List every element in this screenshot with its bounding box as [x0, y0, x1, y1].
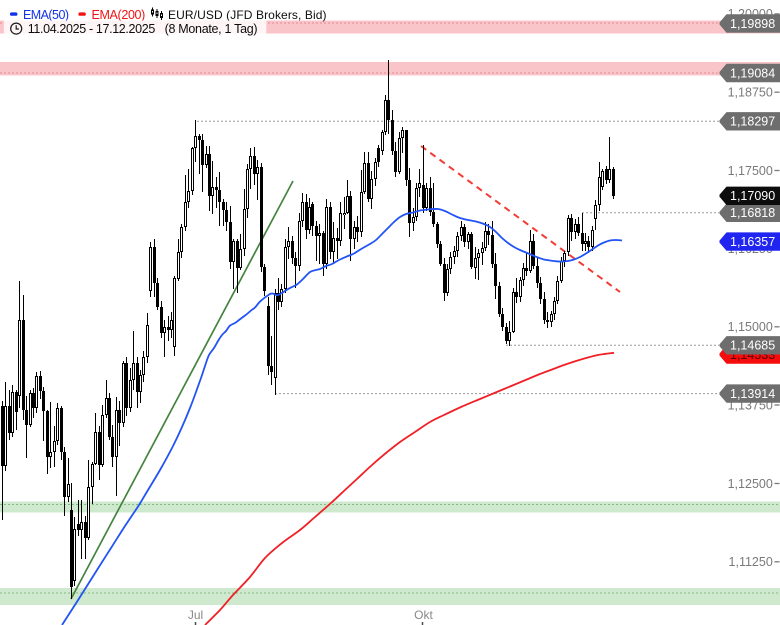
svg-text:1,19898: 1,19898	[730, 17, 775, 31]
svg-text:EMA(200): EMA(200)	[92, 8, 146, 22]
svg-text:1,14685: 1,14685	[730, 339, 775, 353]
svg-text:1,16818: 1,16818	[730, 206, 775, 220]
svg-text:1,17090: 1,17090	[730, 189, 775, 203]
svg-text:1,13914: 1,13914	[730, 387, 775, 401]
svg-text:(8 Monate, 1 Tag): (8 Monate, 1 Tag)	[165, 22, 258, 36]
svg-text:1,15000: 1,15000	[728, 320, 773, 334]
svg-text:1,18297: 1,18297	[730, 115, 775, 129]
svg-text:Jul: Jul	[188, 608, 203, 622]
svg-text:1,16357: 1,16357	[730, 235, 775, 249]
svg-text:1,17500: 1,17500	[728, 164, 773, 178]
svg-text:EUR/USD (JFD Brokers, Bid): EUR/USD (JFD Brokers, Bid)	[168, 8, 327, 22]
svg-text:EMA(50): EMA(50)	[23, 8, 69, 22]
svg-text:1,18750: 1,18750	[728, 86, 773, 100]
svg-text:11.04.2025 - 17.12.2025: 11.04.2025 - 17.12.2025	[28, 22, 156, 36]
svg-text:1,19084: 1,19084	[730, 66, 775, 80]
svg-text:1,11250: 1,11250	[729, 555, 773, 569]
svg-text:Okt: Okt	[414, 608, 433, 622]
svg-text:1,12500: 1,12500	[728, 477, 773, 491]
